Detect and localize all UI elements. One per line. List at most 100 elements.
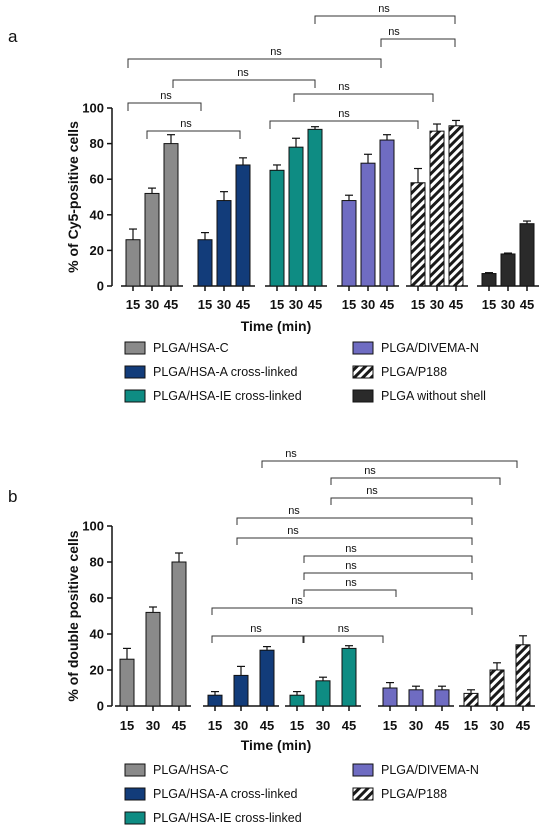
x-tick-label: 45 [380, 297, 394, 312]
significance-label: ns [388, 26, 400, 38]
x-axis-label: Time (min) [241, 318, 312, 334]
legend-swatch [124, 389, 146, 403]
y-tick-label: 80 [90, 555, 104, 570]
y-tick-label: 40 [90, 627, 104, 642]
legend-swatch [352, 365, 374, 379]
significance-label: ns [366, 485, 378, 497]
panel-label: b [8, 487, 17, 506]
x-tick-label: 15 [198, 297, 212, 312]
significance-bracket [236, 537, 473, 545]
legend-label: PLGA without shell [381, 389, 486, 403]
significance-bracket [330, 497, 473, 505]
x-tick-label: 30 [145, 297, 159, 312]
bar [119, 658, 135, 707]
bar [382, 687, 398, 707]
significance-label: ns [160, 90, 172, 102]
bar [500, 253, 516, 287]
bar [341, 647, 357, 707]
y-tick-label: 20 [90, 243, 104, 258]
significance-label: ns [288, 505, 300, 517]
y-tick-label: 40 [90, 207, 104, 222]
legend-label: PLGA/P188 [381, 365, 447, 379]
bar [410, 182, 426, 287]
significance-bracket [127, 102, 202, 111]
bar [163, 143, 179, 287]
legend-swatch [124, 787, 146, 801]
significance-bracket [380, 38, 456, 47]
bar [463, 692, 479, 707]
x-tick-label: 30 [501, 297, 515, 312]
x-tick-label: 15 [126, 297, 140, 312]
legend-swatch [124, 811, 146, 825]
significance-bracket [314, 15, 456, 24]
y-tick-label: 0 [97, 699, 104, 714]
x-tick-label: 15 [290, 718, 304, 733]
x-tick-label: 45 [172, 718, 186, 733]
legend-swatch [352, 763, 374, 777]
x-tick-label: 45 [520, 297, 534, 312]
bar [288, 146, 304, 287]
x-tick-label: 30 [289, 297, 303, 312]
x-tick-label: 15 [383, 718, 397, 733]
bar [408, 689, 424, 707]
bar [379, 139, 395, 287]
legend-label: PLGA/DIVEMA-N [381, 341, 479, 355]
x-tick-label: 15 [464, 718, 478, 733]
x-tick-label: 45 [342, 718, 356, 733]
significance-bracket [211, 635, 304, 643]
x-tick-label: 30 [217, 297, 231, 312]
significance-label: ns [338, 81, 350, 93]
bar [519, 223, 535, 287]
significance-label: ns [378, 3, 390, 15]
legend-swatch [352, 341, 374, 355]
significance-label: ns [364, 465, 376, 477]
bar [125, 239, 141, 287]
bar [360, 162, 376, 287]
x-tick-label: 15 [120, 718, 134, 733]
x-tick-label: 15 [411, 297, 425, 312]
legend-swatch [352, 787, 374, 801]
bar [341, 200, 357, 287]
x-tick-label: 45 [236, 297, 250, 312]
legend-label: PLGA/HSA-A cross-linked [153, 365, 298, 379]
significance-label: ns [287, 525, 299, 537]
panel-label: a [8, 27, 18, 46]
x-tick-label: 45 [516, 718, 530, 733]
x-tick-label: 30 [361, 297, 375, 312]
significance-bracket [303, 635, 384, 643]
significance-label: ns [237, 67, 249, 79]
bar [315, 680, 331, 707]
bar [489, 669, 505, 707]
y-tick-label: 100 [82, 519, 104, 534]
significance-label: ns [180, 118, 192, 130]
x-tick-label: 15 [270, 297, 284, 312]
y-tick-label: 80 [90, 136, 104, 151]
legend-label: PLGA/HSA-C [153, 341, 229, 355]
legend-swatch [124, 365, 146, 379]
significance-bracket [261, 460, 518, 468]
x-tick-label: 45 [435, 718, 449, 733]
significance-bracket [293, 93, 434, 102]
significance-bracket [172, 79, 316, 88]
legend-label: PLGA/HSA-IE cross-linked [153, 811, 302, 825]
bar [434, 689, 450, 707]
bar [269, 169, 285, 287]
significance-label: ns [270, 46, 282, 58]
bar [307, 128, 323, 287]
bar [197, 239, 213, 287]
legend-swatch [124, 341, 146, 355]
legend-label: PLGA/DIVEMA-N [381, 763, 479, 777]
y-tick-label: 100 [82, 101, 104, 116]
significance-bracket [127, 58, 382, 68]
y-tick-label: 60 [90, 591, 104, 606]
bar [233, 674, 249, 707]
significance-bracket [236, 517, 473, 525]
x-tick-label: 30 [409, 718, 423, 733]
bar [481, 273, 497, 287]
significance-bracket [269, 120, 419, 129]
legend-swatch [352, 389, 374, 403]
x-tick-label: 30 [146, 718, 160, 733]
y-tick-label: 20 [90, 663, 104, 678]
x-axis-label: Time (min) [241, 737, 312, 753]
